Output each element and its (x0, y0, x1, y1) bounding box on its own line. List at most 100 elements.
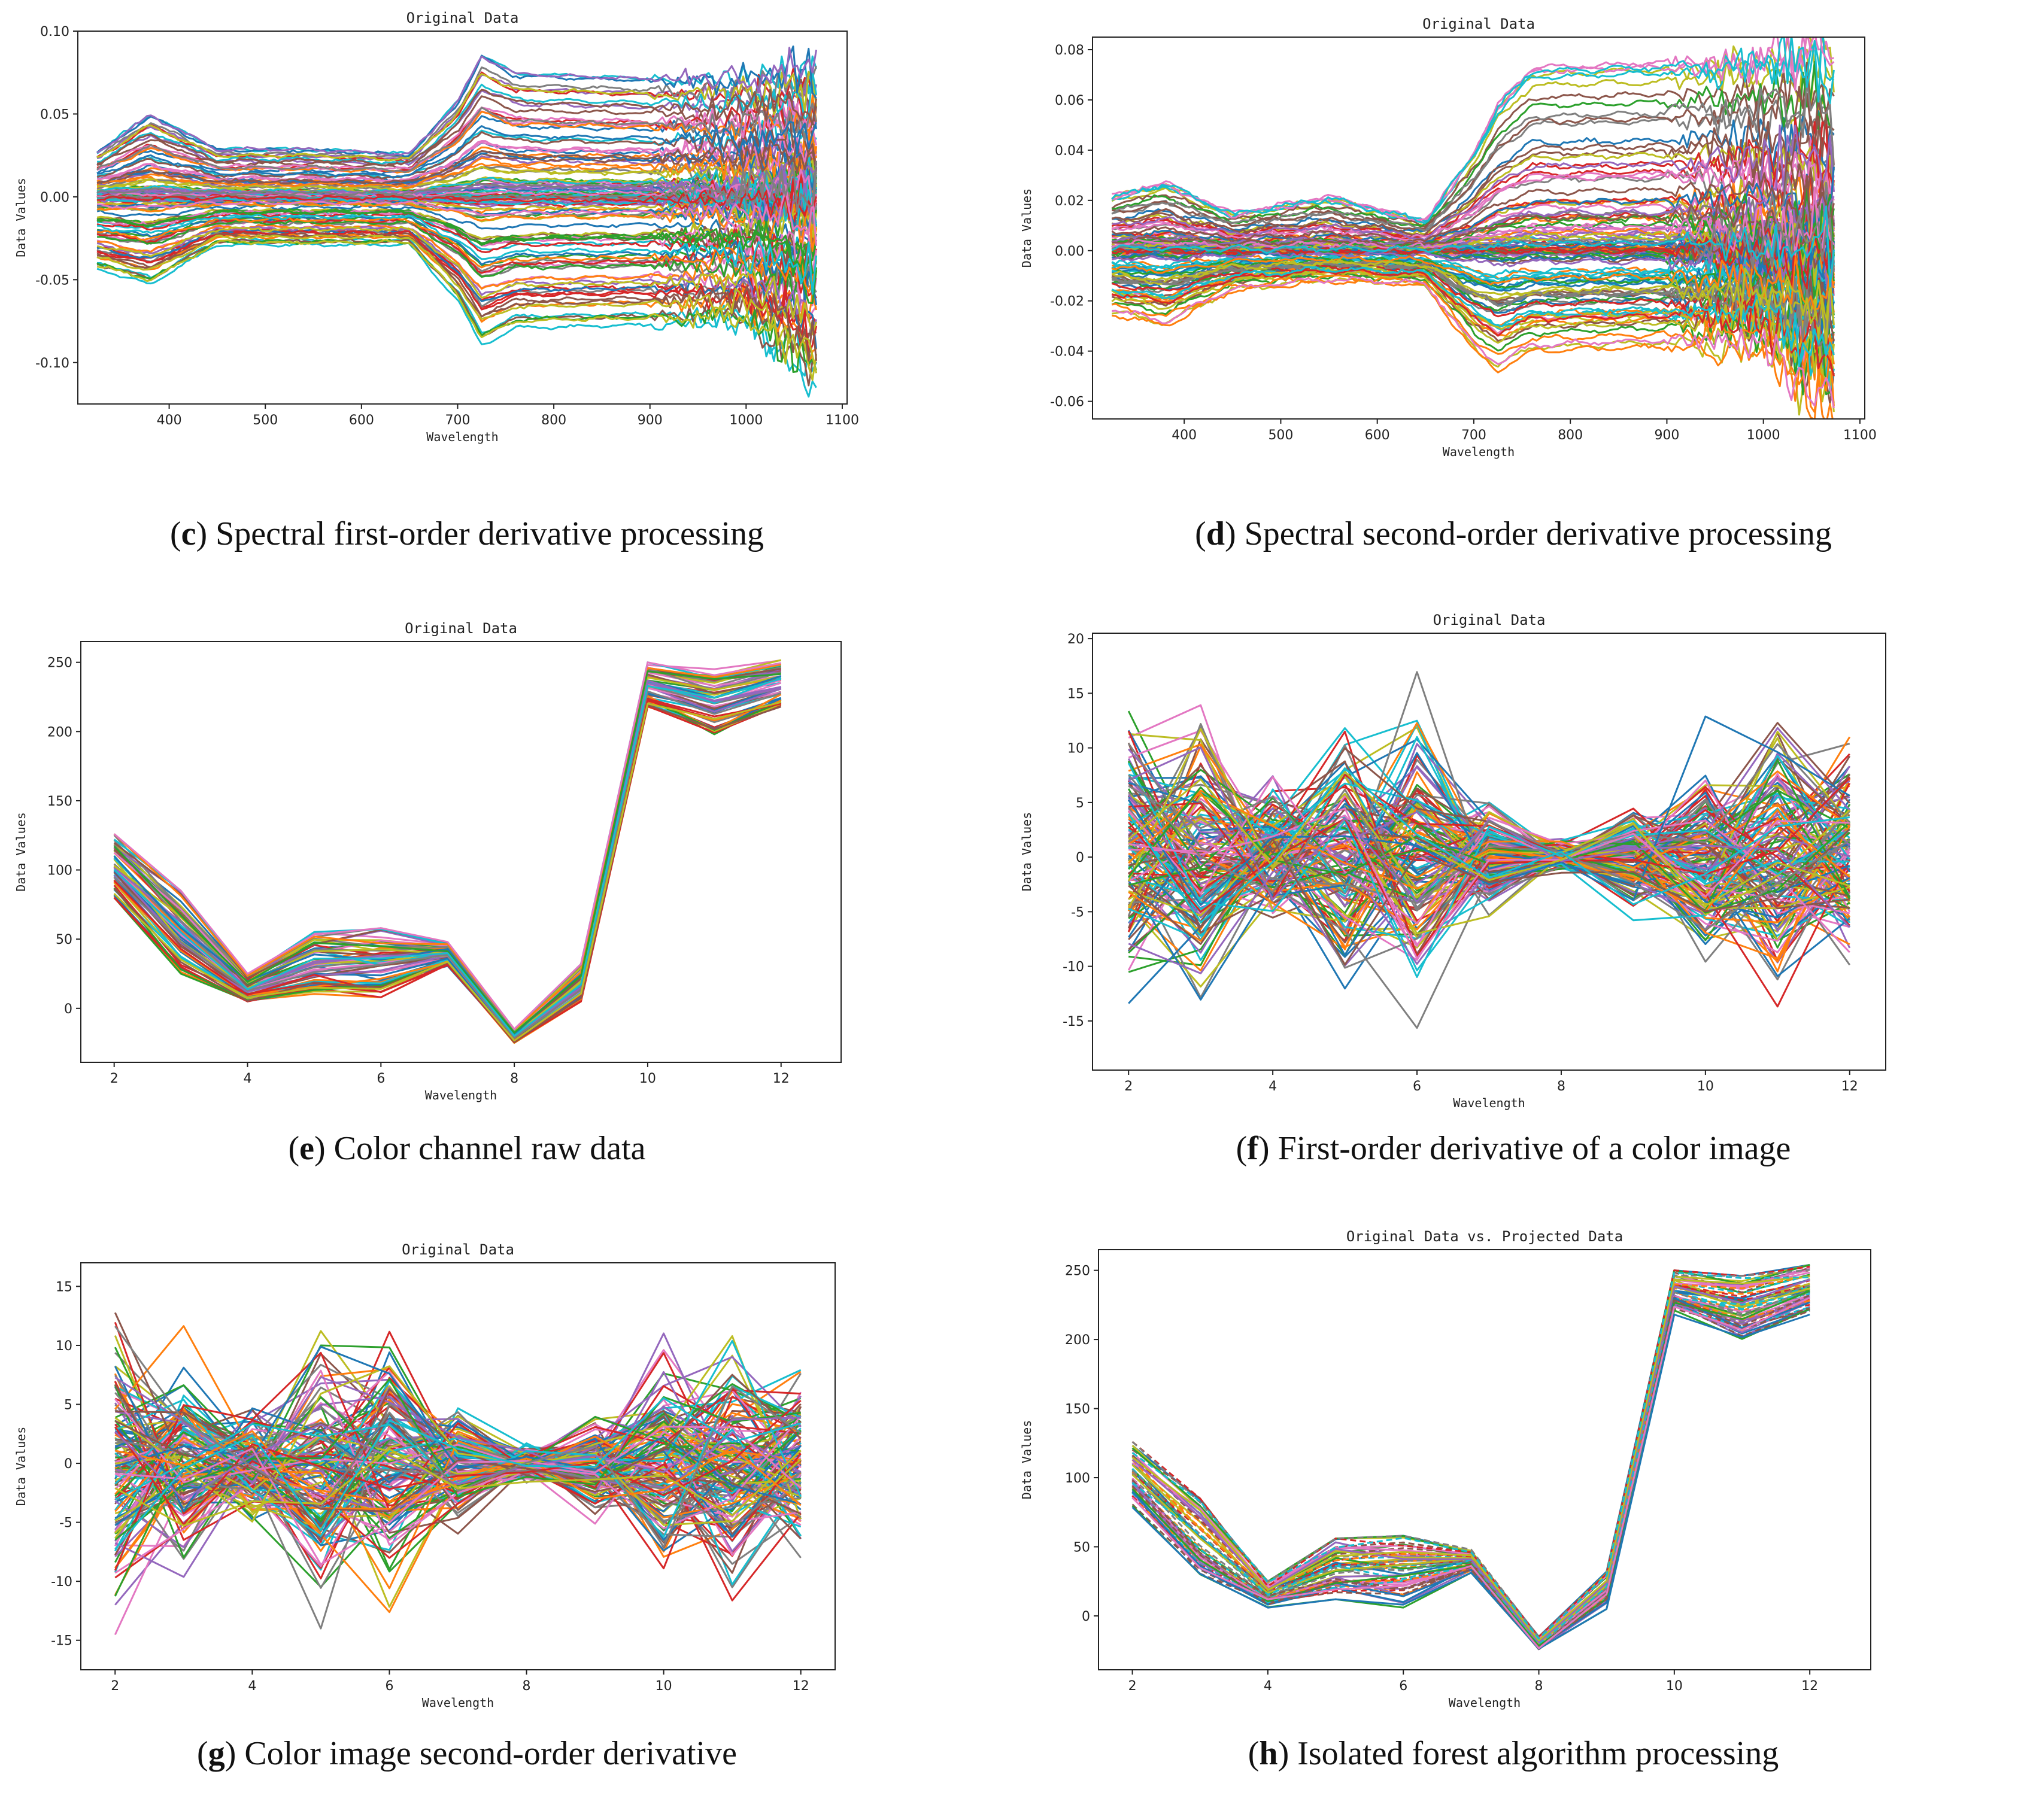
y-tick-label: 100 (47, 864, 72, 879)
series-line-120 (1111, 205, 1835, 288)
series-line-51 (1131, 1297, 1810, 1648)
series-line-136 (114, 1374, 802, 1513)
caption-e-letter: e (299, 1130, 314, 1167)
y-tick-label: -15 (51, 1634, 72, 1649)
series-line-95 (96, 226, 818, 336)
caption-c-letter: c (181, 515, 196, 552)
series-line-89 (114, 1427, 802, 1534)
series-line-117 (96, 189, 818, 246)
series-line-60 (1131, 1271, 1810, 1640)
series-line-111 (96, 121, 818, 179)
series-line-102 (96, 200, 818, 252)
x-axis-label: Wavelength (1453, 1096, 1525, 1110)
x-axis-label: Wavelength (425, 1088, 497, 1102)
series-line-19 (1112, 277, 1835, 416)
x-tick-label: 600 (349, 413, 374, 428)
series-line-112 (1112, 253, 1835, 311)
x-tick-label: 700 (1461, 428, 1486, 443)
series-line-125 (114, 1376, 802, 1494)
x-tick-label: 900 (1654, 428, 1679, 443)
y-tick-label: 250 (1065, 1264, 1090, 1279)
series-line-20 (113, 700, 782, 1042)
y-tick-label: 150 (47, 794, 72, 809)
x-tick-label: 900 (638, 413, 663, 428)
series-line-57 (1131, 1296, 1810, 1649)
series-line-56 (113, 704, 782, 1043)
y-tick-label: -5 (59, 1516, 72, 1531)
series-line-119 (1112, 259, 1835, 344)
x-tick-label: 6 (1399, 1679, 1407, 1694)
series-line-83 (1111, 252, 1835, 324)
series-line-58 (113, 690, 782, 1039)
y-tick-label: 15 (56, 1280, 72, 1295)
y-tick-label: -10 (51, 1575, 72, 1590)
series-line-139 (114, 1448, 802, 1527)
panel-g: 2 4 6 8 10 12 -15 -10 -5 0 5 10 15 Original Data Wavel… (0, 1224, 934, 1820)
series-line-56 (1131, 1299, 1810, 1649)
series-line-58 (96, 65, 818, 160)
series-line-102 (1112, 278, 1834, 419)
series-line-139 (1128, 771, 1850, 907)
x-tick-label: 6 (385, 1679, 393, 1694)
series-line-114 (96, 186, 818, 221)
series-line-50 (1131, 1293, 1810, 1646)
chart-f: 2 4 6 8 10 12 -15 -10 -5 0 5 10 15 20 Original Data Wav… (1019, 612, 1886, 1110)
x-tick-label: 1000 (1747, 428, 1780, 443)
series-line-38 (96, 149, 817, 196)
series-line-5 (1131, 1302, 1810, 1651)
chart-e: 2 4 6 8 10 12 0 50 100 150 200 250 Original Data Wave… (14, 620, 842, 1102)
x-tick-label: 4 (244, 1071, 252, 1086)
x-tick-label: 10 (656, 1679, 672, 1694)
series-line-125 (1128, 727, 1850, 974)
y-tick-label: 10 (56, 1339, 72, 1354)
series-line-48 (1131, 1284, 1810, 1642)
series-line-16 (96, 78, 818, 170)
chart-title: Original Data (1422, 16, 1535, 32)
series-line-114 (1112, 223, 1835, 290)
series-line-96 (96, 114, 818, 180)
series-line-48 (113, 667, 782, 1034)
series-line-59 (1131, 1275, 1810, 1642)
x-tick-label: 500 (1268, 428, 1293, 443)
series-line-110 (97, 182, 818, 231)
series-line-20 (1131, 1295, 1810, 1646)
series-group (1127, 671, 1851, 1029)
x-tick-label: 10 (1666, 1679, 1683, 1694)
series-line-132 (114, 1430, 802, 1510)
series-line-140 (1127, 767, 1850, 923)
series-line-25 (1131, 1301, 1810, 1650)
y-tick-label: 150 (1065, 1402, 1090, 1417)
series-line-57 (113, 661, 781, 1030)
series-line-38 (1131, 1289, 1810, 1646)
series-line-100 (1111, 37, 1835, 224)
y-tick-label: 100 (1065, 1471, 1090, 1486)
x-tick-label: 2 (1124, 1079, 1133, 1094)
y-tick-label: 15 (1067, 686, 1084, 701)
x-tick-label: 12 (793, 1679, 809, 1694)
chart-title: Original Data (406, 10, 519, 26)
series-line-79 (1111, 271, 1835, 388)
series-line-137 (1128, 807, 1850, 959)
y-tick-label: 0 (1076, 850, 1084, 865)
y-axis-label: Data Values (14, 1427, 28, 1506)
series-line-135 (114, 1417, 801, 1501)
series-line-85 (1112, 124, 1835, 241)
series-line-54 (113, 700, 782, 1041)
series-line-7 (1131, 1293, 1810, 1646)
y-tick-label: 0.06 (1055, 93, 1084, 108)
series-line-78 (1111, 80, 1835, 232)
series-line-131 (1127, 715, 1850, 906)
series-line-140 (114, 1397, 802, 1550)
chart-h: 2 4 6 8 10 12 0 50 100 150 200 250 Original Data vs.… (1019, 1228, 1871, 1710)
series-line-34 (1131, 1280, 1810, 1643)
caption-d-letter: d (1206, 515, 1225, 552)
series-line-113 (96, 209, 817, 277)
caption-d: (d) Spectral second-order derivative pro… (1195, 515, 1832, 552)
series-line-42 (113, 693, 782, 1041)
y-tick-label: 20 (1067, 632, 1084, 647)
chart-title: Original Data (1433, 612, 1546, 628)
caption-f: (f) First-order derivative of a color im… (1236, 1130, 1791, 1167)
series-line-76 (1111, 107, 1835, 237)
series-line-60 (113, 677, 782, 1037)
y-tick-label: 0.00 (1055, 244, 1084, 259)
